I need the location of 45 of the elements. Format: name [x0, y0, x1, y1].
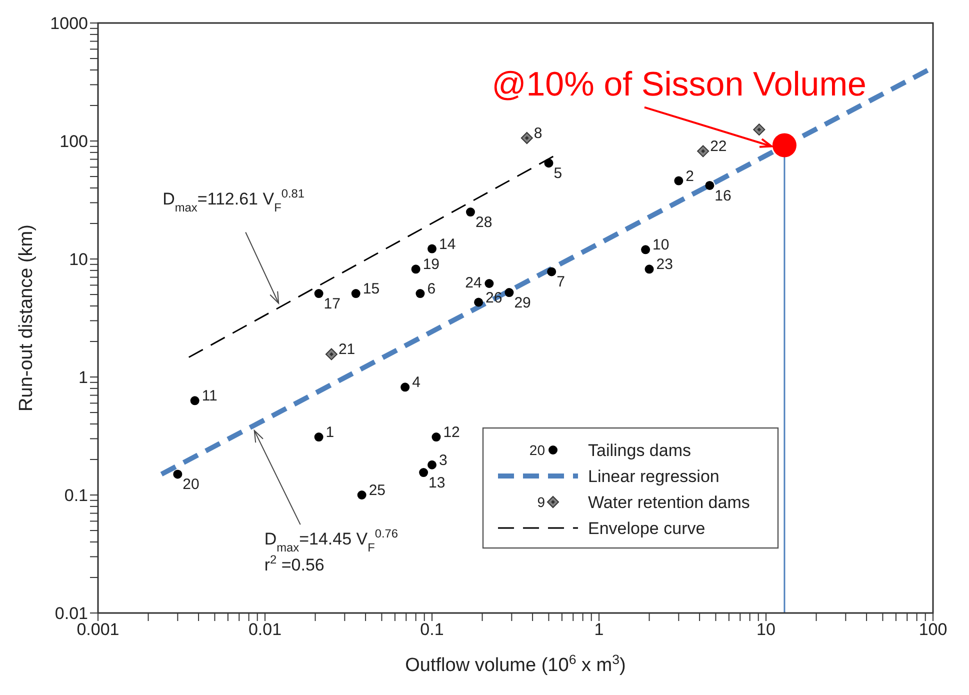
annotation: 22	[710, 138, 727, 156]
annotation: 2	[686, 168, 694, 185]
x-tick-label: 10	[756, 620, 776, 640]
annotation: 29	[514, 294, 531, 312]
legend-label: Envelope curve	[588, 519, 706, 538]
legend-label: Linear regression	[588, 467, 720, 486]
annotation: 8	[534, 125, 542, 142]
x-axis-title: Outflow volume (10$^{6}$ x m$^{3}$)	[405, 652, 626, 676]
annotation: @10% of Sisson Volume	[492, 65, 866, 104]
annotation: 13	[428, 474, 446, 492]
y-tick-label: 1000	[50, 14, 88, 34]
annotation: 17	[324, 296, 340, 313]
legend-label: Tailings dams	[588, 441, 691, 460]
annotation: 14	[439, 236, 456, 253]
annotation: 24	[465, 274, 482, 292]
annotation: 9	[537, 494, 546, 510]
annotation: 5	[554, 165, 562, 182]
x-tick-label: 100	[918, 620, 948, 640]
annotation: 23	[656, 256, 673, 274]
annotation: 6	[427, 280, 436, 298]
annotation: 16	[714, 187, 732, 204]
annotation: 19	[422, 256, 440, 274]
annotation: 12	[443, 424, 460, 442]
annotation: 1	[326, 424, 334, 442]
annotation: 21	[338, 341, 356, 358]
annotation: 25	[368, 482, 386, 499]
annotation: 4	[412, 374, 420, 392]
annotation: r$^{2}$ =0.56	[264, 552, 324, 575]
annotation: 3	[439, 452, 448, 469]
x-tick-label: 1	[594, 620, 604, 640]
annotation: 11	[202, 388, 218, 405]
y-tick-label: 1	[78, 368, 88, 388]
y-axis-title: Run-out distance (km)	[16, 224, 37, 412]
y-tick-label: 10	[69, 250, 88, 270]
annotation: 20	[529, 442, 546, 458]
annotation: 7	[556, 274, 565, 291]
y-tick-label: 100	[60, 132, 88, 152]
annotation: 28	[475, 214, 492, 232]
legend-label: Water retention dams	[588, 493, 750, 512]
x-tick-label: 0.1	[420, 620, 444, 640]
annotation: 20	[182, 476, 200, 494]
annotation: 15	[362, 280, 380, 298]
annotation: 10	[652, 236, 670, 254]
x-tick-label: 0.01	[248, 620, 282, 640]
y-tick-label: 0.1	[64, 486, 88, 506]
